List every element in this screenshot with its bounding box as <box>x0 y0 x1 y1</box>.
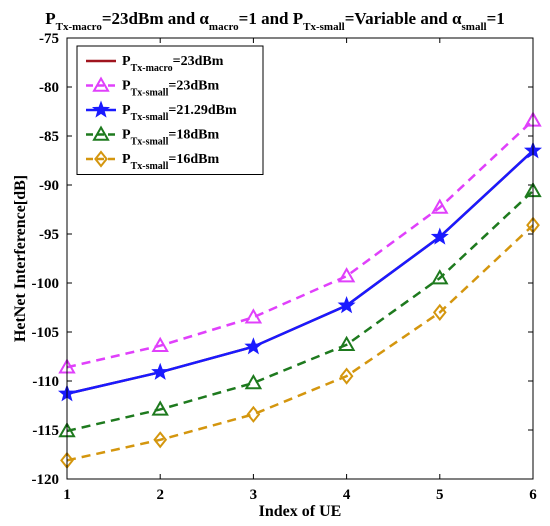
data-point-marker <box>337 267 356 283</box>
data-point-marker <box>91 100 111 118</box>
y-tick-label: -95 <box>39 227 59 243</box>
x-axis-label: Index of UE <box>259 503 342 520</box>
y-tick-label: -110 <box>32 374 59 390</box>
data-point-marker <box>244 308 263 324</box>
legend-item: PTx-small=16dBm <box>86 150 219 172</box>
data-point-marker <box>151 362 170 380</box>
chart-title: PTx-macro=23dBm and αmacro=1 and PTx-sma… <box>45 9 505 33</box>
x-tick-label: 6 <box>529 487 537 503</box>
y-axis-ticks: -75 -80 -85 -90 -95 -100 -105 -110 -115 -120 <box>32 31 533 488</box>
series-line <box>66 224 534 462</box>
data-point-marker <box>432 303 447 322</box>
legend-label: PTx-small=23dBm <box>122 79 219 99</box>
series-3 <box>57 141 543 402</box>
series-5 <box>60 216 540 469</box>
data-point-marker <box>430 227 449 245</box>
legend-item: PTx-small=18dBm <box>86 125 219 148</box>
y-tick-label: -85 <box>39 129 59 145</box>
data-point-marker <box>151 400 169 416</box>
data-point-marker <box>339 367 354 385</box>
y-tick-label: -80 <box>39 80 59 96</box>
series-line <box>66 119 534 369</box>
legend-label: PTx-small=18dBm <box>122 128 219 148</box>
y-axis-label: HetNet Interference[dB] <box>12 175 29 342</box>
data-point-marker <box>246 405 261 423</box>
x-tick-label: 2 <box>156 487 164 503</box>
data-point-marker <box>431 269 449 285</box>
data-point-marker <box>244 373 263 390</box>
series-2 <box>58 111 542 374</box>
legend: PTx-macro=23dBm PTx-small=23dBm PTx-small=… <box>76 45 264 175</box>
legend-label: PTx-small=21.29dBm <box>122 103 237 123</box>
legend-label: PTx-small=16dBm <box>122 152 219 172</box>
data-point-marker <box>151 336 169 352</box>
series-line <box>66 149 534 395</box>
x-tick-label: 5 <box>436 487 444 503</box>
legend-item: PTx-small=21.29dBm <box>86 100 237 123</box>
data-point-marker <box>431 198 449 214</box>
legend-item: PTx-macro=23dBm <box>86 54 224 74</box>
y-tick-label: -100 <box>32 276 60 292</box>
y-tick-label: -105 <box>32 325 60 341</box>
data-point-marker <box>337 335 356 351</box>
x-tick-label: 4 <box>343 487 351 503</box>
plot-frame <box>66 37 534 480</box>
data-point-marker <box>153 431 168 449</box>
x-tick-label: 1 <box>63 487 71 503</box>
x-tick-label: 3 <box>250 487 258 503</box>
data-point-marker <box>92 125 110 141</box>
y-tick-label: -120 <box>32 472 60 488</box>
data-point-marker <box>337 296 356 314</box>
y-tick-label: -115 <box>32 423 59 439</box>
legend-item: PTx-small=23dBm <box>86 76 219 99</box>
data-point-marker <box>94 150 108 168</box>
data-point-marker <box>92 76 110 92</box>
data-point-marker <box>244 337 263 355</box>
y-tick-label: -75 <box>39 31 59 47</box>
legend-label: PTx-macro=23dBm <box>122 54 224 74</box>
series-4 <box>58 181 542 438</box>
series-line <box>66 189 534 433</box>
y-tick-label: -90 <box>39 178 59 194</box>
